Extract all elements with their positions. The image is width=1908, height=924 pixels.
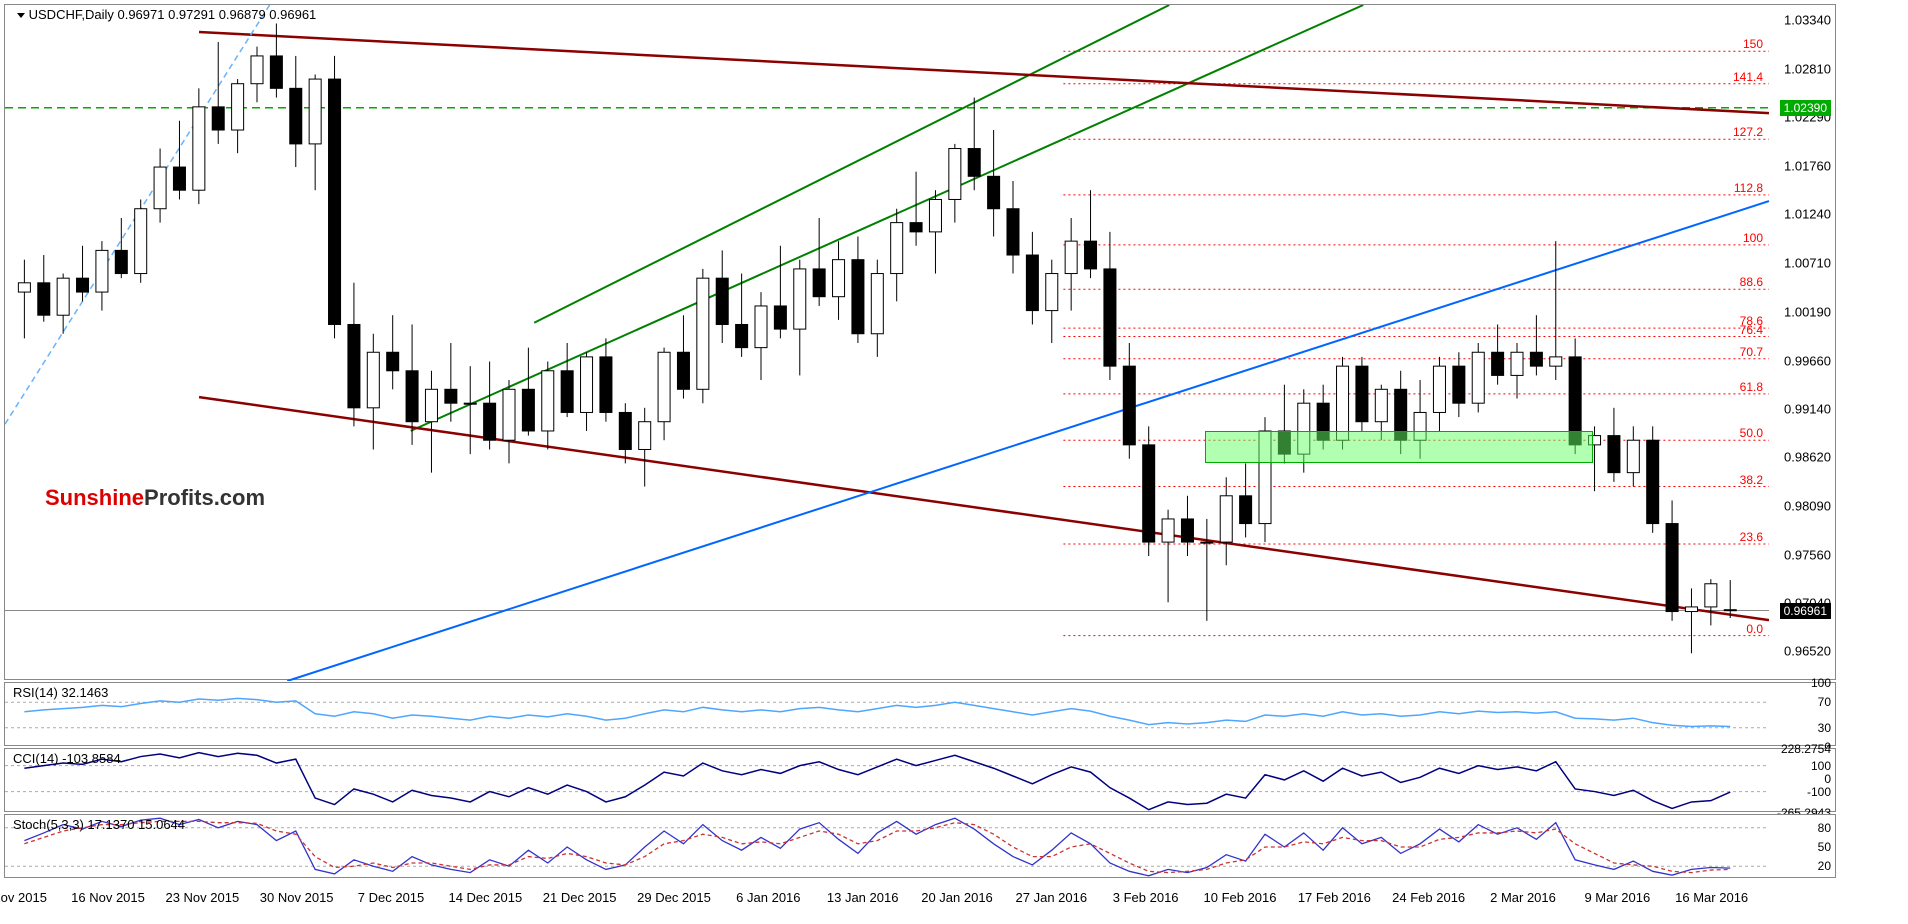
cci-panel[interactable]: CCI(14) -103.8584 228.27541000-100-265.2… (4, 748, 1836, 812)
fib-label: 141.4 (1733, 70, 1763, 84)
stoch-overlay (5, 815, 1837, 879)
indicator-level-label: 228.2754 (1781, 742, 1831, 756)
chart-overlay (5, 5, 1837, 681)
fib-label: 76.4 (1740, 323, 1763, 337)
watermark: SunshineProfits.com (45, 485, 265, 511)
y-axis-label: 1.00710 (1784, 256, 1831, 271)
rsi-panel[interactable]: RSI(14) 32.1463 10070300 (4, 682, 1836, 746)
x-axis-label: 17 Feb 2016 (1298, 890, 1371, 905)
x-axis-label: 9 Nov 2015 (0, 890, 47, 905)
y-axis-label: 0.96520 (1784, 644, 1831, 659)
x-axis-label: 10 Feb 2016 (1203, 890, 1276, 905)
fib-label: 150 (1743, 37, 1763, 51)
stoch-title: Stoch(5,3,3) 17.1370 15.0644 (13, 817, 185, 832)
main-price-chart[interactable]: USDCHF,Daily 0.96971 0.97291 0.96879 0.9… (4, 4, 1836, 680)
indicator-level-label: 20 (1818, 859, 1831, 873)
y-axis-label: 0.98090 (1784, 498, 1831, 513)
indicator-level-label: 30 (1818, 721, 1831, 735)
fib-label: 61.8 (1740, 380, 1763, 394)
rsi-title: RSI(14) 32.1463 (13, 685, 108, 700)
indicator-level-label: 0 (1824, 772, 1831, 786)
x-axis-label: 20 Jan 2016 (921, 890, 993, 905)
x-axis-label: 7 Dec 2015 (358, 890, 425, 905)
indicator-level-label: 100 (1811, 759, 1831, 773)
fib-label: 88.6 (1740, 275, 1763, 289)
fib-label: 100 (1743, 231, 1763, 245)
indicator-level-label: 80 (1818, 821, 1831, 835)
x-axis-label: 16 Nov 2015 (71, 890, 145, 905)
y-axis-label: 1.01760 (1784, 159, 1831, 174)
x-axis-label: 29 Dec 2015 (637, 890, 711, 905)
rsi-overlay (5, 683, 1837, 747)
x-axis-label: 2 Mar 2016 (1490, 890, 1556, 905)
fib-label: 127.2 (1733, 125, 1763, 139)
y-axis-label: 0.99140 (1784, 401, 1831, 416)
indicator-level-label: -100 (1807, 785, 1831, 799)
x-axis-label: 27 Jan 2016 (1016, 890, 1088, 905)
fib-label: 38.2 (1740, 473, 1763, 487)
stoch-panel[interactable]: Stoch(5,3,3) 17.1370 15.0644 80 50 20 (4, 814, 1836, 878)
x-axis-label: 30 Nov 2015 (260, 890, 334, 905)
y-axis-label: 1.02810 (1784, 61, 1831, 76)
chart-title: USDCHF,Daily 0.96971 0.97291 0.96879 0.9… (13, 7, 316, 22)
fib-label: 50.0 (1740, 426, 1763, 440)
fib-label: 70.7 (1740, 345, 1763, 359)
y-axis-label: 0.98620 (1784, 449, 1831, 464)
y-axis-label: 0.99660 (1784, 353, 1831, 368)
symbol-label: USDCHF,Daily (29, 7, 114, 22)
indicator-level-label: 70 (1818, 695, 1831, 709)
support-zone (1205, 431, 1593, 463)
x-axis-label: 23 Nov 2015 (165, 890, 239, 905)
x-axis-label: 24 Feb 2016 (1392, 890, 1465, 905)
x-axis-label: 9 Mar 2016 (1584, 890, 1650, 905)
ohlc-label: 0.96971 0.97291 0.96879 0.96961 (117, 7, 316, 22)
x-axis-label: 16 Mar 2016 (1675, 890, 1748, 905)
x-axis-label: 14 Dec 2015 (448, 890, 522, 905)
current-price-label: 0.96961 (1780, 603, 1831, 619)
x-axis-label: 21 Dec 2015 (543, 890, 617, 905)
y-axis-label: 1.00190 (1784, 304, 1831, 319)
indicator-level-label: 50 (1818, 840, 1831, 854)
chevron-down-icon[interactable] (17, 13, 25, 18)
fib-label: 112.8 (1734, 181, 1763, 195)
x-axis: 9 Nov 201516 Nov 201523 Nov 201530 Nov 2… (4, 882, 1836, 920)
indicator-level-label: 100 (1811, 676, 1831, 690)
watermark-black: Profits.com (144, 485, 265, 510)
cci-title: CCI(14) -103.8584 (13, 751, 121, 766)
y-axis-label: 0.97560 (1784, 548, 1831, 563)
y-axis-label: 1.03340 (1784, 12, 1831, 27)
x-axis-label: 3 Feb 2016 (1113, 890, 1179, 905)
fib-label: 23.6 (1740, 530, 1763, 544)
x-axis-label: 6 Jan 2016 (736, 890, 800, 905)
y-axis-label: 1.01240 (1784, 207, 1831, 222)
watermark-red: Sunshine (45, 485, 144, 510)
cci-overlay (5, 749, 1837, 813)
green-price-label: 1.02390 (1780, 100, 1831, 116)
x-axis-label: 13 Jan 2016 (827, 890, 899, 905)
fib-label: 0.0 (1746, 622, 1763, 636)
